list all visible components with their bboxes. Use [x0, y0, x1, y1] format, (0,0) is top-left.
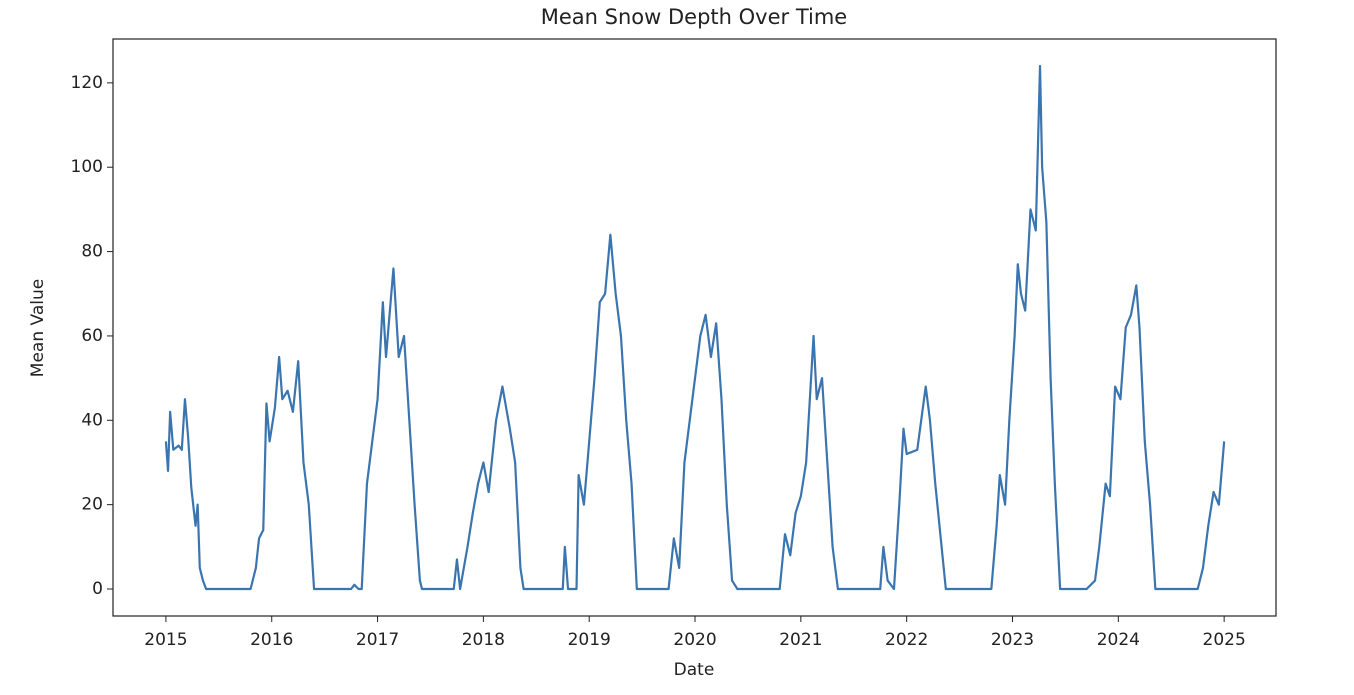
x-tick-label: 2024	[1097, 630, 1140, 650]
y-tick-label: 80	[81, 242, 103, 262]
x-tick-label: 2023	[991, 630, 1034, 650]
data-line	[164, 64, 1226, 591]
y-tick-label: 0	[92, 579, 103, 599]
y-tick-label: 40	[81, 410, 103, 430]
x-tick-label: 2025	[1203, 630, 1246, 650]
x-axis-label: Date	[674, 660, 715, 680]
x-tick-label: 2017	[356, 630, 399, 650]
x-tick-label: 2018	[462, 630, 505, 650]
y-tick-label: 20	[81, 495, 103, 515]
y-axis-label: Mean Value	[28, 279, 48, 377]
x-tick-label: 2021	[779, 630, 822, 650]
x-tick-label: 2022	[885, 630, 928, 650]
y-tick-label: 120	[71, 73, 103, 93]
plot-frame	[112, 38, 1277, 617]
y-tick-label: 60	[81, 326, 103, 346]
x-tick-label: 2015	[144, 630, 187, 650]
x-tick-label: 2020	[673, 630, 716, 650]
x-tick-label: 2019	[568, 630, 611, 650]
chart-title: Mean Snow Depth Over Time	[541, 5, 847, 29]
x-tick-label: 2016	[250, 630, 293, 650]
y-tick-label: 100	[71, 157, 103, 177]
